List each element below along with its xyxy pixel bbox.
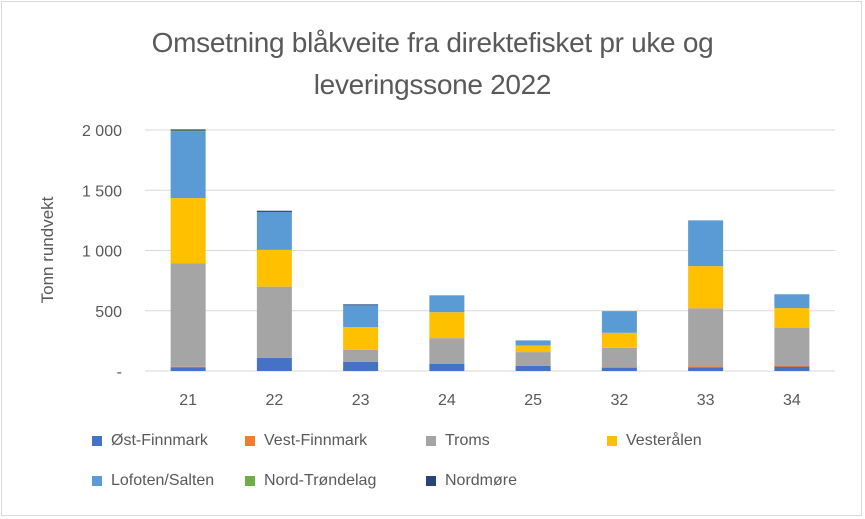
bar-segment-34-øst-finnmark (774, 366, 810, 371)
legend-label: Nord-Trøndelag (264, 472, 377, 489)
bar-segment-21-nordmøre (170, 129, 206, 131)
bar-segment-34-troms (774, 327, 810, 366)
legend-item: Lofoten/Salten (92, 472, 214, 490)
bar-segment-34-lofoten-salten (774, 294, 810, 309)
y-tick-label: 1 000 (82, 244, 122, 261)
bar-segment-22-nordmøre (256, 210, 292, 212)
x-tick-label: 21 (179, 392, 197, 409)
legend-item: Vest-Finnmark (245, 432, 367, 450)
legend-swatch (92, 436, 102, 446)
legend-swatch (426, 436, 436, 446)
bar-segment-33-troms (688, 308, 724, 367)
x-tick-label: 22 (265, 392, 283, 409)
bar-segment-22-øst-finnmark (256, 357, 292, 371)
legend-item: Nord-Trøndelag (245, 472, 376, 490)
bar-segment-23-troms (343, 349, 379, 362)
y-tick-label: 2 000 (82, 123, 122, 140)
legend-item: Troms (426, 432, 490, 450)
bar-segment-25-lofoten-salten (515, 340, 551, 346)
x-tick-label: 33 (697, 392, 715, 409)
legend-item: Nordmøre (426, 472, 517, 490)
bar-segment-32-vesterålen (601, 332, 637, 348)
bar-segment-22-vesterålen (256, 249, 292, 287)
bar-segment-22-troms (256, 286, 292, 358)
y-tick-label: - (117, 364, 122, 381)
bar-segment-34-vest-finnmark (774, 365, 810, 367)
x-tick-label: 34 (783, 392, 801, 409)
bar-segment-23-lofoten-salten (343, 305, 379, 328)
legend-label: Lofoten/Salten (111, 472, 215, 489)
bar-segment-33-øst-finnmark (688, 367, 724, 371)
bar-segment-23-nordmøre (343, 304, 379, 306)
legend-swatch (607, 436, 617, 446)
legend-swatch (245, 436, 255, 446)
bar-segment-33-vesterålen (688, 266, 724, 309)
bar-segment-21-øst-finnmark (170, 367, 206, 371)
bar-segment-32-lofoten-salten (601, 311, 637, 333)
bar-segment-21-vest-finnmark (170, 366, 206, 368)
x-tick-label: 25 (524, 392, 542, 409)
bar-segment-34-vesterålen (774, 308, 810, 328)
bar-segment-22-lofoten-salten (256, 211, 292, 250)
legend-label: Troms (445, 432, 490, 449)
bar-segment-23-øst-finnmark (343, 361, 379, 371)
bar-segment-32-øst-finnmark (601, 367, 637, 371)
bar-segment-21-troms (170, 263, 206, 367)
y-axis-title: Tonn rundvekt (38, 196, 57, 303)
legend-swatch (426, 476, 436, 486)
chart-title: Omsetning blåkveite fra direktefisket pr… (0, 22, 865, 106)
bar-segment-21-vesterålen (170, 198, 206, 264)
chart-title-line-2: leveringssone 2022 (313, 69, 552, 100)
y-tick-label: 1 500 (82, 183, 122, 200)
bar-segment-25-øst-finnmark (515, 365, 551, 371)
x-axis-ticks: 21 22 23 24 25 32 33 34 (179, 392, 801, 409)
x-tick-label: 24 (438, 392, 456, 409)
bar-segment-21-nord-trøndelag (170, 130, 206, 132)
x-tick-label: 32 (610, 392, 628, 409)
bar-segment-33-vest-finnmark (688, 366, 724, 368)
bar-segment-32-vest-finnmark (601, 367, 637, 368)
x-tick-label: 23 (352, 392, 370, 409)
y-tick-label: 500 (95, 304, 122, 321)
bar-segment-25-troms (515, 352, 551, 366)
bar-segment-32-troms (601, 347, 637, 368)
chart-title-line-1: Omsetning blåkveite fra direktefisket pr… (151, 27, 714, 58)
legend-label: Vesterålen (626, 432, 702, 449)
bar-segment-24-troms (429, 338, 465, 365)
legend-label: Nordmøre (445, 472, 518, 489)
bar-segment-24-vesterålen (429, 312, 465, 339)
bar-segment-24-øst-finnmark (429, 364, 465, 371)
gridlines (145, 129, 835, 372)
bar-segment-24-lofoten-salten (429, 295, 465, 313)
legend-item: Vesterålen (607, 432, 702, 450)
bar-segment-25-vesterålen (515, 345, 551, 353)
bar-segment-33-lofoten-salten (688, 220, 724, 267)
legend-label: Øst-Finnmark (111, 432, 208, 449)
bars (170, 129, 810, 371)
y-axis-ticks: - 500 1 000 1 500 2 000 (82, 123, 122, 381)
bar-segment-21-lofoten-salten (170, 131, 206, 199)
legend-label: Vest-Finnmark (264, 432, 368, 449)
legend-swatch (92, 476, 102, 486)
legend-swatch (245, 476, 255, 486)
legend-item: Øst-Finnmark (92, 432, 208, 450)
bar-segment-23-vesterålen (343, 327, 379, 350)
